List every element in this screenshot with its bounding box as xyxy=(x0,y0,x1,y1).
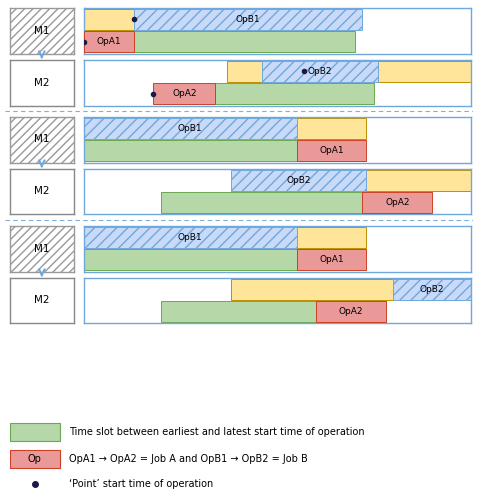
Bar xyxy=(231,170,366,190)
Text: ‘Point’ start time of operation: ‘Point’ start time of operation xyxy=(69,480,214,490)
Bar xyxy=(84,10,134,29)
Bar xyxy=(84,228,296,248)
Bar xyxy=(231,280,393,299)
Text: OpB1: OpB1 xyxy=(178,124,203,133)
Bar xyxy=(296,140,366,160)
Bar xyxy=(10,423,60,442)
Bar xyxy=(161,302,386,322)
Bar xyxy=(227,62,304,82)
Text: OpA1 → OpA2 = Job A and OpB1 → OpB2 = Job B: OpA1 → OpA2 = Job A and OpB1 → OpB2 = Jo… xyxy=(69,454,308,464)
Bar xyxy=(84,228,296,248)
Text: OpB2: OpB2 xyxy=(420,285,445,294)
Text: OpB1: OpB1 xyxy=(178,233,203,242)
Bar xyxy=(378,62,471,82)
Bar xyxy=(262,62,378,82)
Text: Op: Op xyxy=(28,454,42,464)
Bar xyxy=(316,302,386,322)
Bar xyxy=(296,250,366,270)
Bar xyxy=(84,118,296,139)
Bar xyxy=(296,228,366,248)
Bar xyxy=(84,118,296,139)
Bar xyxy=(134,10,362,29)
Bar xyxy=(262,62,378,82)
Bar xyxy=(215,84,374,103)
Text: OpA1: OpA1 xyxy=(319,146,344,155)
Bar xyxy=(393,280,471,299)
Bar xyxy=(134,32,355,52)
Bar xyxy=(366,170,471,190)
Text: M2: M2 xyxy=(34,296,50,306)
Bar xyxy=(153,84,215,103)
Text: M1: M1 xyxy=(34,134,50,144)
Bar xyxy=(362,192,432,212)
Bar xyxy=(161,192,362,212)
Bar xyxy=(10,450,60,468)
Bar xyxy=(231,170,366,190)
Text: OpA2: OpA2 xyxy=(338,307,363,316)
Text: OpB2: OpB2 xyxy=(307,67,332,76)
Text: M1: M1 xyxy=(34,26,50,36)
Text: M1: M1 xyxy=(34,244,50,254)
Bar xyxy=(134,10,362,29)
Bar xyxy=(84,250,296,270)
Text: OpA1: OpA1 xyxy=(97,37,121,46)
Text: OpA2: OpA2 xyxy=(385,198,410,207)
Text: OpA1: OpA1 xyxy=(319,255,344,264)
Text: OpB2: OpB2 xyxy=(286,176,311,185)
Bar xyxy=(296,118,366,139)
Bar xyxy=(84,32,134,52)
Text: M2: M2 xyxy=(34,186,50,196)
Text: M2: M2 xyxy=(34,78,50,88)
Text: OpB1: OpB1 xyxy=(236,15,261,24)
Text: Time slot between earliest and latest start time of operation: Time slot between earliest and latest st… xyxy=(69,428,365,438)
Bar xyxy=(393,280,471,299)
Text: OpA2: OpA2 xyxy=(172,89,196,98)
Bar xyxy=(84,140,296,160)
